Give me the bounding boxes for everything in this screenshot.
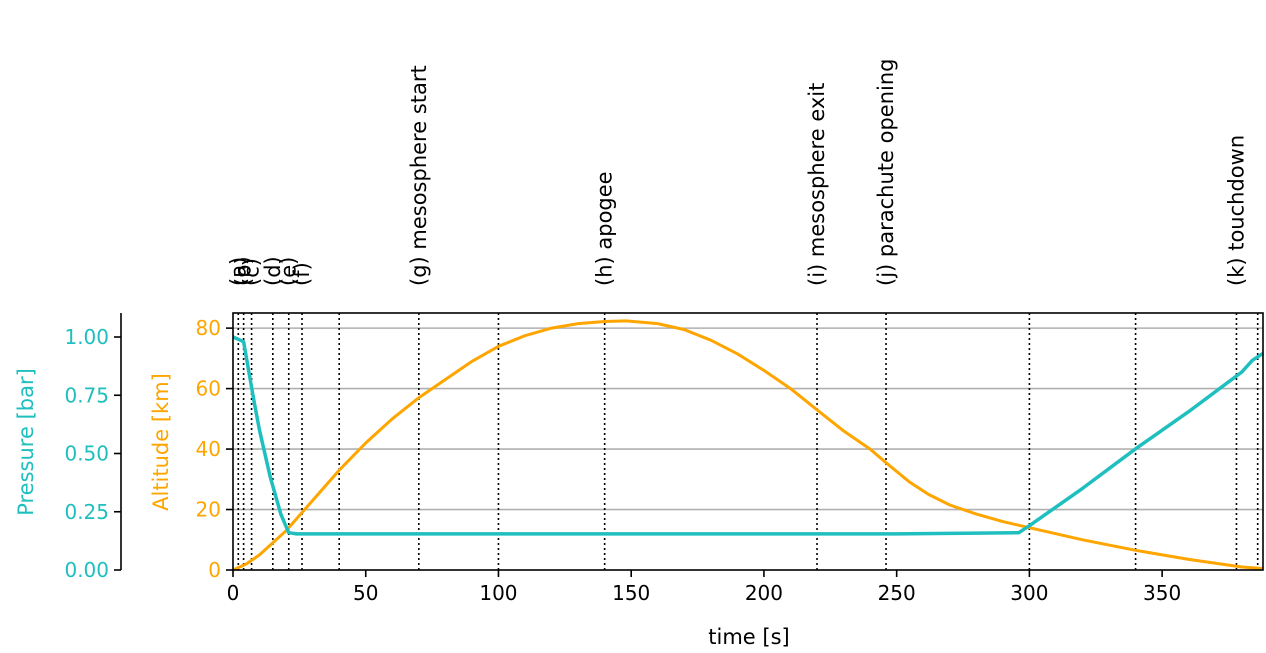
x-axis-title: time [s] bbox=[708, 625, 789, 649]
x-tick-label: 150 bbox=[612, 581, 650, 605]
grid-lines bbox=[233, 327, 1263, 511]
x-axis-ticks: 0 50 100 150 200 250 300 350 bbox=[227, 570, 1181, 605]
event-label: (i) mesosphere exit bbox=[805, 83, 829, 286]
pressure-tick-label: 0.50 bbox=[64, 442, 109, 466]
altitude-tick-label: 60 bbox=[196, 377, 221, 401]
pressure-tick-label: 0.25 bbox=[64, 500, 109, 524]
event-label: (c) bbox=[240, 258, 264, 286]
altitude-tick-label: 40 bbox=[196, 437, 221, 461]
pressure-series-line bbox=[232, 335, 1264, 536]
event-label: (a) bbox=[226, 257, 250, 286]
pressure-tick-label: 0.00 bbox=[64, 558, 109, 582]
x-tick-label: 100 bbox=[479, 581, 517, 605]
x-tick-label: 350 bbox=[1143, 581, 1181, 605]
pressure-axis-ticks: 0.00 0.25 0.50 0.75 1.00 bbox=[64, 325, 121, 582]
event-label: (j) parachute opening bbox=[874, 59, 898, 286]
x-tick-label: 300 bbox=[1010, 581, 1048, 605]
event-label: (k) touchdown bbox=[1225, 135, 1249, 286]
event-label: (e) bbox=[277, 257, 301, 286]
x-tick-label: 0 bbox=[227, 581, 240, 605]
event-label: (b) bbox=[232, 256, 256, 286]
altitude-tick-label: 20 bbox=[196, 498, 221, 522]
x-tick-label: 200 bbox=[745, 581, 783, 605]
event-label: (g) mesosphere start bbox=[407, 65, 431, 286]
event-labels: (a)(b)(c)(d)(e)(f) (g) mesosphere start (h… bbox=[226, 59, 1248, 286]
pressure-tick-label: 1.00 bbox=[64, 325, 109, 349]
pressure-axis-title: Pressure [bar] bbox=[14, 368, 38, 516]
pressure-tick-label: 0.75 bbox=[64, 383, 109, 407]
altitude-series-line bbox=[232, 319, 1264, 572]
event-label: (f) bbox=[290, 262, 314, 286]
altitude-axis-ticks: 0 20 40 60 80 bbox=[196, 316, 233, 582]
event-label: (h) apogee bbox=[593, 171, 617, 286]
altitude-tick-label: 0 bbox=[208, 558, 221, 582]
event-label: (d) bbox=[261, 256, 285, 286]
altitude-tick-label: 80 bbox=[196, 316, 221, 340]
x-tick-label: 50 bbox=[353, 581, 378, 605]
x-tick-label: 250 bbox=[878, 581, 916, 605]
series-lines bbox=[232, 319, 1264, 572]
event-markers bbox=[237, 313, 1259, 570]
plot-frame bbox=[232, 312, 1264, 571]
altitude-axis-title: Altitude [km] bbox=[149, 373, 173, 511]
